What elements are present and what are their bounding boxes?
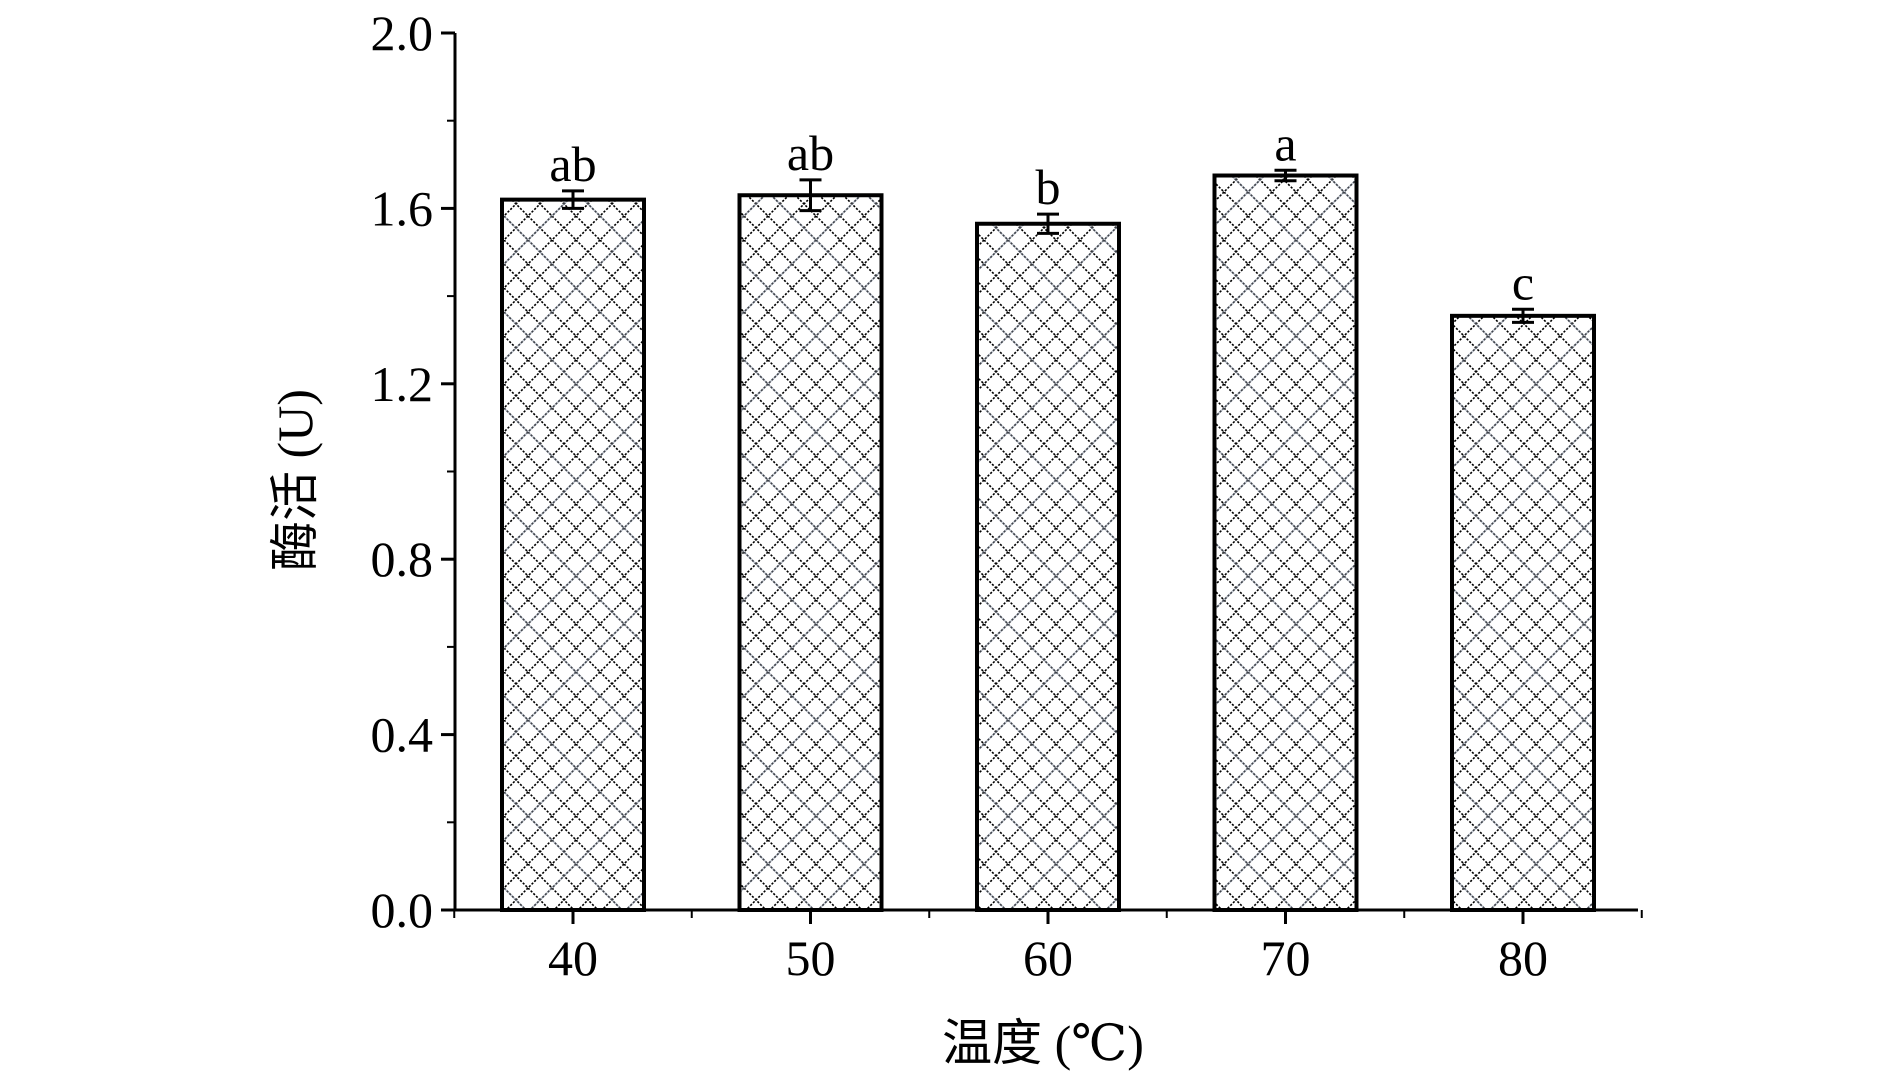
y-tick-label: 1.6	[371, 180, 434, 236]
x-axis-title: 温度 (℃)	[942, 1015, 1144, 1071]
error-bars-layer	[562, 168, 1534, 324]
bar-texture-60	[977, 223, 1119, 910]
y-ticks: 0.0 0.4 0.8 1.2 1.6 2.0	[371, 5, 455, 938]
bar-texture-40	[502, 199, 644, 910]
significance-label-50: ab	[787, 125, 834, 181]
bars-layer	[500, 173, 1596, 912]
x-tick-label: 50	[786, 930, 836, 986]
bar-texture-80	[1452, 315, 1594, 910]
bar-texture-70	[1214, 175, 1357, 910]
significance-label-80: c	[1512, 254, 1534, 310]
y-tick-label: 2.0	[371, 5, 434, 61]
y-tick-label: 0.0	[371, 882, 434, 938]
y-tick-label: 1.2	[371, 356, 434, 412]
y-axis-title: 酶活 (U)	[267, 389, 323, 571]
y-tick-label: 0.4	[371, 707, 434, 763]
significance-label-40: ab	[549, 136, 596, 192]
significance-labels-layer: ab ab b a c	[549, 115, 1534, 310]
y-tick-label: 0.8	[371, 531, 434, 587]
significance-label-60: b	[1036, 159, 1061, 215]
significance-label-70: a	[1274, 115, 1296, 171]
x-ticks: 40 50 60 70 80	[453, 910, 1643, 986]
x-tick-label: 40	[548, 930, 598, 986]
x-tick-label: 60	[1023, 930, 1073, 986]
x-tick-label: 70	[1261, 930, 1311, 986]
bar-texture-50	[739, 195, 882, 910]
x-tick-label: 80	[1498, 930, 1548, 986]
